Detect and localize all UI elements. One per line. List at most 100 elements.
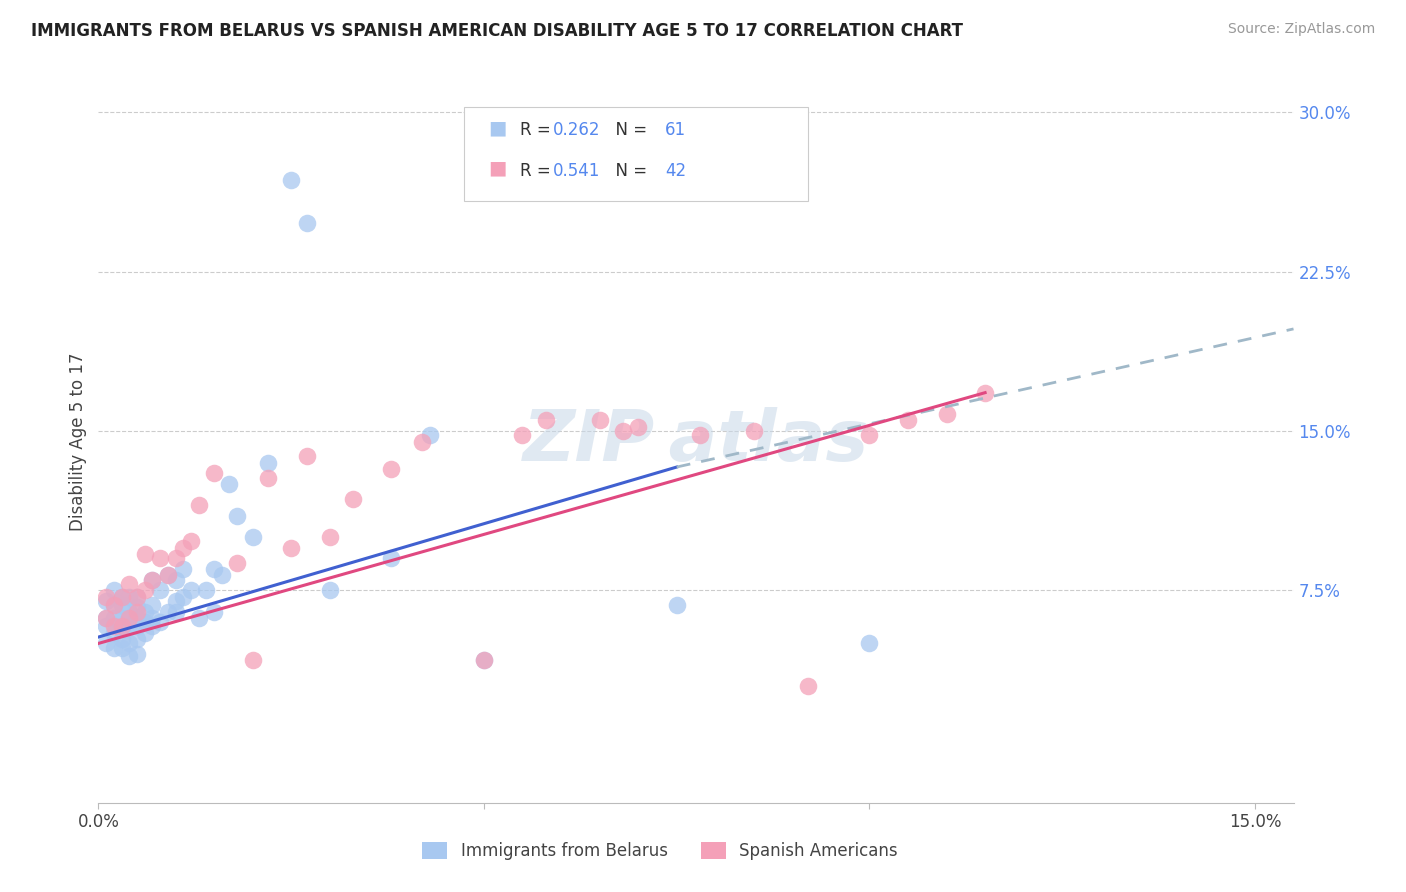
- Point: [797, 679, 820, 693]
- Point: [742, 424, 765, 438]
- Point: [110, 598, 132, 612]
- Point: [242, 653, 264, 667]
- Point: [118, 649, 141, 664]
- Text: R =: R =: [520, 121, 557, 139]
- Point: [103, 611, 125, 625]
- Point: [118, 590, 141, 604]
- Text: Source: ZipAtlas.com: Source: ZipAtlas.com: [1227, 22, 1375, 37]
- Point: [226, 556, 249, 570]
- Point: [125, 611, 148, 625]
- Point: [141, 573, 163, 587]
- Point: [172, 590, 194, 604]
- Point: [172, 541, 194, 555]
- Point: [165, 594, 187, 608]
- Point: [94, 594, 117, 608]
- Point: [419, 428, 441, 442]
- Point: [180, 583, 202, 598]
- Point: [257, 471, 280, 485]
- Point: [149, 615, 172, 630]
- Point: [380, 462, 402, 476]
- Point: [627, 419, 650, 434]
- Point: [858, 428, 880, 442]
- Point: [134, 625, 156, 640]
- Point: [295, 450, 318, 464]
- Point: [935, 407, 957, 421]
- Point: [195, 583, 218, 598]
- Text: R =: R =: [520, 161, 557, 180]
- Point: [118, 636, 141, 650]
- Point: [156, 568, 179, 582]
- Point: [588, 413, 610, 427]
- Point: [342, 491, 364, 506]
- Point: [103, 583, 125, 598]
- Point: [319, 583, 342, 598]
- Text: 0.262: 0.262: [553, 121, 600, 139]
- Point: [118, 619, 141, 633]
- Point: [118, 605, 141, 619]
- Point: [134, 605, 156, 619]
- Point: [118, 577, 141, 591]
- Point: [110, 622, 132, 636]
- Point: [411, 434, 433, 449]
- Point: [187, 611, 209, 625]
- Point: [295, 216, 318, 230]
- Text: IMMIGRANTS FROM BELARUS VS SPANISH AMERICAN DISABILITY AGE 5 TO 17 CORRELATION C: IMMIGRANTS FROM BELARUS VS SPANISH AMERI…: [31, 22, 963, 40]
- Legend: Immigrants from Belarus, Spanish Americans: Immigrants from Belarus, Spanish America…: [416, 835, 904, 867]
- Point: [689, 428, 711, 442]
- Text: ■: ■: [488, 159, 506, 178]
- Point: [110, 619, 132, 633]
- Point: [512, 428, 534, 442]
- Text: 0.541: 0.541: [553, 161, 600, 180]
- Point: [110, 632, 132, 647]
- Point: [156, 605, 179, 619]
- Point: [103, 625, 125, 640]
- Point: [172, 562, 194, 576]
- Point: [141, 611, 163, 625]
- Point: [134, 583, 156, 598]
- Point: [218, 477, 240, 491]
- Point: [202, 467, 225, 481]
- Point: [187, 498, 209, 512]
- Point: [242, 530, 264, 544]
- Point: [149, 551, 172, 566]
- Text: ■: ■: [488, 118, 506, 137]
- Point: [125, 600, 148, 615]
- Point: [110, 590, 132, 604]
- Point: [280, 173, 302, 187]
- Point: [94, 611, 117, 625]
- Point: [380, 551, 402, 566]
- Point: [226, 508, 249, 523]
- Point: [110, 611, 132, 625]
- Point: [141, 573, 163, 587]
- Point: [125, 647, 148, 661]
- Point: [103, 640, 125, 655]
- Point: [103, 619, 125, 633]
- Point: [94, 619, 117, 633]
- Point: [141, 598, 163, 612]
- Point: [110, 590, 132, 604]
- Point: [94, 636, 117, 650]
- Point: [319, 530, 342, 544]
- Point: [180, 534, 202, 549]
- Point: [165, 573, 187, 587]
- Point: [118, 611, 141, 625]
- Point: [472, 653, 495, 667]
- Point: [125, 619, 148, 633]
- Point: [534, 413, 557, 427]
- Point: [257, 456, 280, 470]
- Point: [110, 640, 132, 655]
- Point: [134, 615, 156, 630]
- Point: [156, 568, 179, 582]
- Point: [897, 413, 920, 427]
- Text: 42: 42: [665, 161, 686, 180]
- Point: [141, 619, 163, 633]
- Point: [858, 636, 880, 650]
- Point: [125, 590, 148, 604]
- Point: [665, 598, 688, 612]
- Text: 61: 61: [665, 121, 686, 139]
- Point: [125, 590, 148, 604]
- Point: [125, 632, 148, 647]
- Point: [149, 583, 172, 598]
- Point: [165, 551, 187, 566]
- Point: [103, 598, 125, 612]
